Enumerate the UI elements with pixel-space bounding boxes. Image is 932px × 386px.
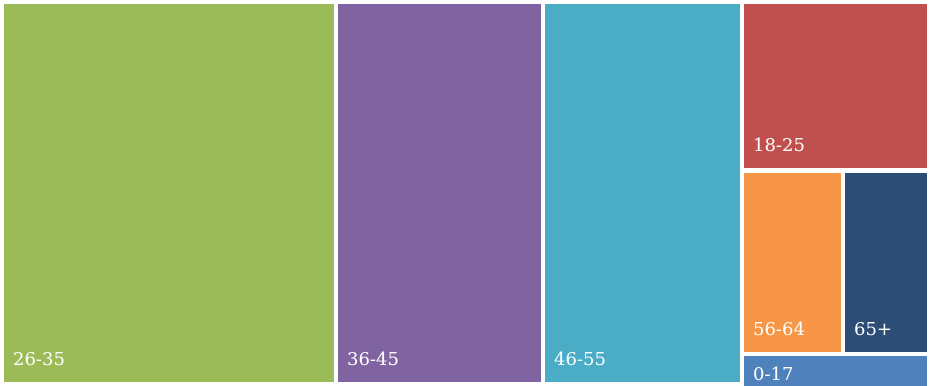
treemap-tile: 18-25 [744, 4, 927, 168]
treemap-tile: 46-55 [545, 4, 740, 382]
treemap-tile-label: 36-45 [347, 349, 399, 370]
treemap-tile-label: 46-55 [554, 349, 606, 370]
treemap-tile: 56-64 [744, 173, 841, 352]
treemap-tile-label: 18-25 [753, 135, 805, 156]
treemap-tile: 36-45 [338, 4, 541, 382]
treemap-tile: 26-35 [4, 4, 334, 382]
treemap-tile: 65+ [845, 173, 927, 352]
treemap-tile-label: 56-64 [753, 319, 805, 340]
treemap-tile-label: 0-17 [753, 364, 794, 385]
treemap-tile-label: 26-35 [13, 349, 65, 370]
treemap-tile: 0-17 [744, 356, 927, 386]
treemap-tile-label: 65+ [854, 319, 892, 340]
